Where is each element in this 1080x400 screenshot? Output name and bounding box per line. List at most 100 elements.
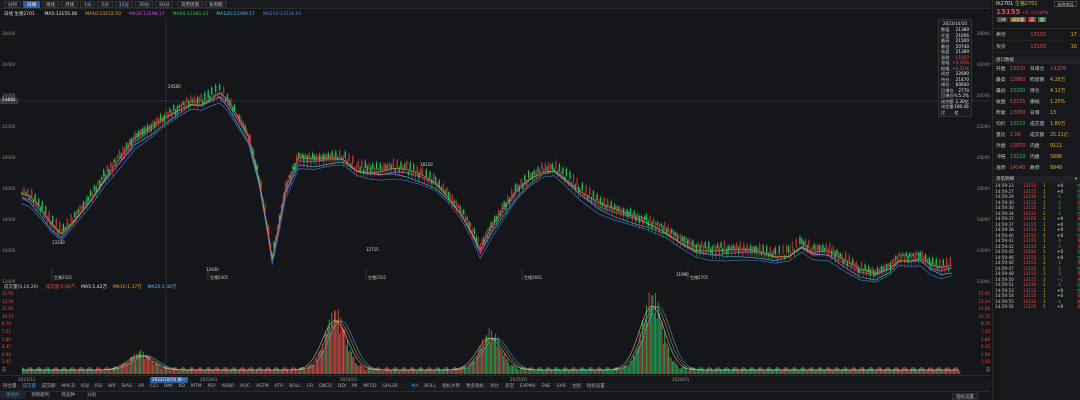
ma-line <box>21 92 953 274</box>
volume-bar <box>421 367 422 374</box>
candle-body <box>104 174 107 180</box>
bottom-tab[interactable]: 跨期套利 <box>31 393 50 398</box>
quote-label: 振幅 <box>1030 100 1040 105</box>
indicator-tab[interactable]: QHLSR <box>382 384 398 389</box>
volume-bar <box>543 370 545 374</box>
indicator-tab[interactable]: CR <box>306 384 314 389</box>
volume-bar <box>943 369 945 374</box>
candle-body <box>344 151 346 158</box>
period-tab[interactable]: 15分 <box>114 1 133 8</box>
volume-bar <box>571 367 573 374</box>
main-indicator-tab[interactable]: 多空 <box>504 384 514 389</box>
indicator-tab[interactable]: MFCD <box>363 384 377 389</box>
side-panel: lh2701 生猪2701 选择商品 13155 +5 +0.04% 日线 成交量… <box>992 0 1080 400</box>
side-tag[interactable]: 卖 <box>1038 17 1046 22</box>
indicator-tab[interactable]: PSY <box>207 384 216 389</box>
indicator-tab[interactable]: MTM <box>190 384 202 389</box>
candle-body <box>260 180 262 188</box>
volume-bar <box>956 367 958 374</box>
indicator-tab[interactable]: BOLL <box>289 384 301 389</box>
volume-bar <box>36 367 38 374</box>
candle-body <box>690 242 692 247</box>
indicator-tab[interactable]: 持仓量 <box>3 384 17 389</box>
period-tab[interactable]: 1分 <box>80 1 96 8</box>
period-tab[interactable]: 周线 <box>42 1 59 8</box>
indicator-tab[interactable]: DKCD <box>319 384 332 389</box>
period-tab[interactable]: 月线 <box>61 1 78 8</box>
bottom-tab[interactable]: 跨品种 <box>61 393 76 398</box>
candle-body <box>163 114 165 123</box>
side-tag[interactable]: 日线 <box>996 17 1008 22</box>
indicator-tab[interactable]: CCI <box>150 384 158 389</box>
toolbar-button[interactable]: 常用周期 <box>177 1 204 8</box>
period-tab[interactable]: 日线 <box>23 1 40 8</box>
tick-list[interactable]: 14:59:23131551+0空平14:59:27131551+0空平14:5… <box>993 183 1080 310</box>
side-tag[interactable]: 成交量 <box>1010 17 1026 22</box>
candle-body <box>313 155 316 161</box>
main-indicator-tab[interactable]: MA <box>411 384 419 389</box>
indicator-tab[interactable]: RSI <box>94 384 103 389</box>
candle-body <box>539 169 541 176</box>
volume-bar <box>547 367 549 374</box>
volume-bar <box>370 367 372 374</box>
main-indicator-tab[interactable]: 指标设置 <box>586 384 605 389</box>
candle-body <box>752 247 754 252</box>
bottom-tab[interactable]: 单合约 <box>0 392 26 399</box>
volume-bar <box>219 369 221 374</box>
volume-bar <box>610 370 612 374</box>
indicator-settings-button[interactable]: 指标设置 <box>952 393 978 400</box>
period-tab[interactable]: 60分 <box>155 1 174 8</box>
candle-body <box>230 99 232 106</box>
candle-body <box>169 108 171 113</box>
info-label: 持仓 <box>941 76 950 82</box>
period-tab[interactable]: 30分 <box>134 1 154 8</box>
toolbar-button[interactable]: 多周期 <box>205 1 227 8</box>
indicator-tab[interactable]: DDI <box>337 384 347 389</box>
indicator-tab[interactable]: ROC <box>240 384 251 389</box>
indicator-tab[interactable]: WR <box>108 384 116 389</box>
volume-bar <box>37 367 39 374</box>
volume-bar <box>306 368 308 374</box>
indicator-tab[interactable]: 成交量 <box>22 384 37 389</box>
volume-bar <box>933 369 935 374</box>
indicator-tab[interactable]: BIAS <box>121 384 132 389</box>
candle-body <box>873 269 875 277</box>
volume-bar <box>410 367 412 374</box>
indicator-tab[interactable]: ATR <box>274 384 284 389</box>
indicator-tab[interactable]: MI <box>352 384 358 389</box>
main-indicator-tab[interactable]: 主图 <box>571 384 581 389</box>
quote-label: 跌停 <box>1030 166 1040 171</box>
main-indicator-tab[interactable]: 更多指标 <box>465 384 484 389</box>
main-indicator-tab[interactable]: 指标大师 <box>441 384 460 389</box>
candle-body <box>429 171 431 179</box>
info-value: 100.46亿 <box>954 104 969 115</box>
indicator-tab[interactable]: ARBR <box>221 384 235 389</box>
select-symbol-button[interactable]: 选择商品 <box>1054 1 1077 7</box>
main-indicator-tab[interactable]: BOLL <box>424 384 436 389</box>
indicator-tab[interactable]: VR <box>138 384 145 389</box>
volume-bar <box>205 368 207 374</box>
candle-body <box>492 221 494 228</box>
main-indicator-tab[interactable]: SAR <box>556 384 566 389</box>
indicator-tab[interactable]: KD <box>178 384 185 389</box>
candle-body <box>340 157 343 160</box>
period-tab[interactable]: 5分 <box>97 1 113 8</box>
bottom-tab[interactable]: 分组 <box>87 393 96 398</box>
main-indicator-tab[interactable]: EXPMA <box>519 384 536 389</box>
settings-icon[interactable]: ▾ <box>1074 177 1077 182</box>
indicator-tab[interactable]: KDJ <box>81 384 89 389</box>
candle-body <box>48 211 50 219</box>
volume-chart[interactable] <box>0 291 990 375</box>
indicator-tab[interactable]: ASTM <box>256 384 269 389</box>
volume-bar <box>287 368 289 374</box>
indicator-tab[interactable]: DMI <box>163 384 173 389</box>
side-tag[interactable]: 买 <box>1028 17 1036 22</box>
period-tab[interactable]: 分时 <box>4 1 21 8</box>
indicator-tab[interactable]: MACD <box>61 384 76 389</box>
main-indicator-tab[interactable]: ENE <box>541 384 551 389</box>
main-indicator-tab[interactable]: 对比 <box>489 384 499 389</box>
volume-bar <box>83 368 84 374</box>
indicator-tab[interactable]: 成交额 <box>42 384 56 389</box>
